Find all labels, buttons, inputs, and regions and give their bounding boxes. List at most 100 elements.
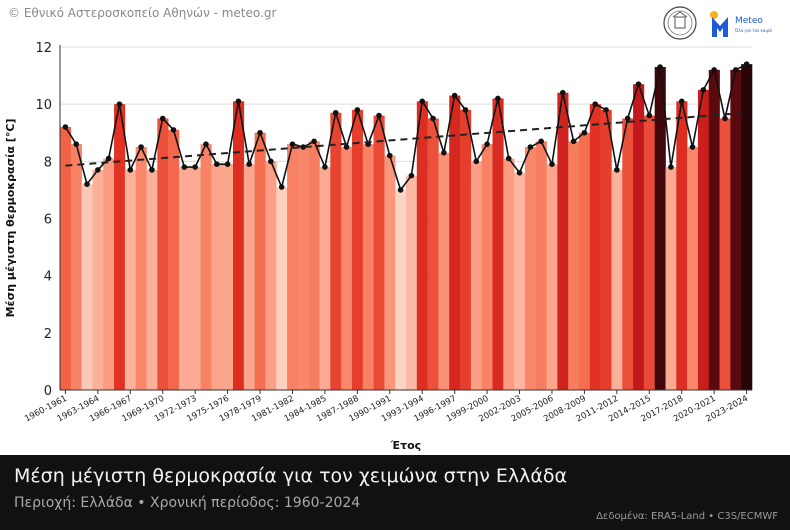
data-point xyxy=(603,107,609,113)
data-point xyxy=(408,172,415,179)
bar xyxy=(384,155,396,390)
data-point xyxy=(289,141,296,147)
data-point xyxy=(397,187,404,193)
data-point xyxy=(300,144,307,150)
trend-dashed-line xyxy=(65,111,747,167)
data-point xyxy=(559,89,566,96)
series-polyline xyxy=(64,63,747,192)
bar xyxy=(135,147,147,390)
data-point xyxy=(62,124,69,130)
axes xyxy=(59,45,752,394)
bar xyxy=(633,84,645,391)
y-tick-label: 12 xyxy=(35,41,52,56)
data-point xyxy=(495,95,501,102)
bar xyxy=(730,69,742,390)
bar xyxy=(362,144,374,390)
data-point xyxy=(105,155,112,162)
series-line xyxy=(64,63,747,192)
bar xyxy=(622,118,634,390)
bar xyxy=(297,147,309,390)
data-point xyxy=(235,98,242,105)
bar xyxy=(103,158,115,390)
bar xyxy=(233,101,245,390)
data-point xyxy=(732,67,739,73)
data-point xyxy=(343,144,350,150)
observatory-seal-logo xyxy=(663,6,697,40)
x-axis-label: Έτος xyxy=(390,439,421,452)
data-point xyxy=(311,138,317,145)
data-point xyxy=(462,107,469,113)
bar xyxy=(406,175,418,390)
bar xyxy=(200,144,212,390)
data-point xyxy=(224,161,231,167)
data-point xyxy=(624,115,631,122)
bar xyxy=(492,98,504,390)
bar xyxy=(557,92,569,390)
bar xyxy=(81,184,93,390)
data-point xyxy=(354,107,361,113)
data-point xyxy=(170,127,177,133)
y-tick-label: 8 xyxy=(44,155,52,170)
bar xyxy=(287,144,299,390)
bar xyxy=(427,118,439,390)
data-point xyxy=(657,64,663,70)
data-point xyxy=(213,161,220,167)
credit-text: © Εθνικό Αστεροσκοπείο Αθηνών - meteo.gr xyxy=(8,6,277,20)
data-point xyxy=(127,167,134,173)
data-point xyxy=(441,149,447,156)
bar xyxy=(687,147,699,390)
bar xyxy=(438,152,450,390)
data-point xyxy=(95,167,101,173)
bar xyxy=(265,161,277,390)
logo-group: Meteo Όλα για τον καιρό xyxy=(663,6,772,40)
bar xyxy=(643,115,655,390)
bar xyxy=(514,172,526,390)
bar xyxy=(92,169,104,390)
meteo-logo-tagline: Όλα για τον καιρό xyxy=(734,28,772,33)
footer: Μέση μέγιστη θερμοκρασία για τον χειμώνα… xyxy=(0,455,790,530)
data-point xyxy=(635,81,642,87)
bar xyxy=(600,109,612,390)
x-tick-labels: 1960-19611963-19641966-19671969-19701972… xyxy=(23,394,750,425)
data-point xyxy=(322,164,328,170)
bar xyxy=(308,141,320,390)
data-point xyxy=(73,141,80,147)
data-point xyxy=(538,138,544,145)
data-point xyxy=(138,144,144,150)
data-point xyxy=(203,141,209,147)
bar xyxy=(373,115,385,390)
bar xyxy=(568,141,580,390)
data-point xyxy=(592,101,599,107)
data-point xyxy=(246,161,253,167)
bar xyxy=(70,144,82,390)
data-point xyxy=(278,184,285,190)
data-point xyxy=(581,129,588,136)
data-point xyxy=(192,164,198,170)
data-point xyxy=(549,161,555,167)
bar xyxy=(579,132,591,390)
y-tick-label: 2 xyxy=(44,327,52,342)
y-tick-label: 6 xyxy=(44,213,52,228)
data-point xyxy=(570,138,577,145)
data-point xyxy=(678,98,685,105)
data-point xyxy=(84,181,90,187)
bar xyxy=(535,141,547,390)
data-point xyxy=(386,152,393,159)
data-point xyxy=(689,144,696,150)
bar xyxy=(395,189,407,390)
bar xyxy=(341,147,353,390)
bar xyxy=(741,64,753,391)
data-point xyxy=(116,101,123,107)
bar xyxy=(697,89,710,390)
y-tick-label: 4 xyxy=(44,270,52,285)
data-point xyxy=(149,167,155,173)
bar xyxy=(654,67,666,390)
bar xyxy=(460,109,472,390)
data-point xyxy=(505,155,512,162)
bar xyxy=(157,118,169,390)
data-point xyxy=(332,109,339,116)
data-point xyxy=(159,115,166,122)
data-point xyxy=(722,115,728,122)
data-point xyxy=(614,167,620,173)
data-point xyxy=(484,141,490,147)
